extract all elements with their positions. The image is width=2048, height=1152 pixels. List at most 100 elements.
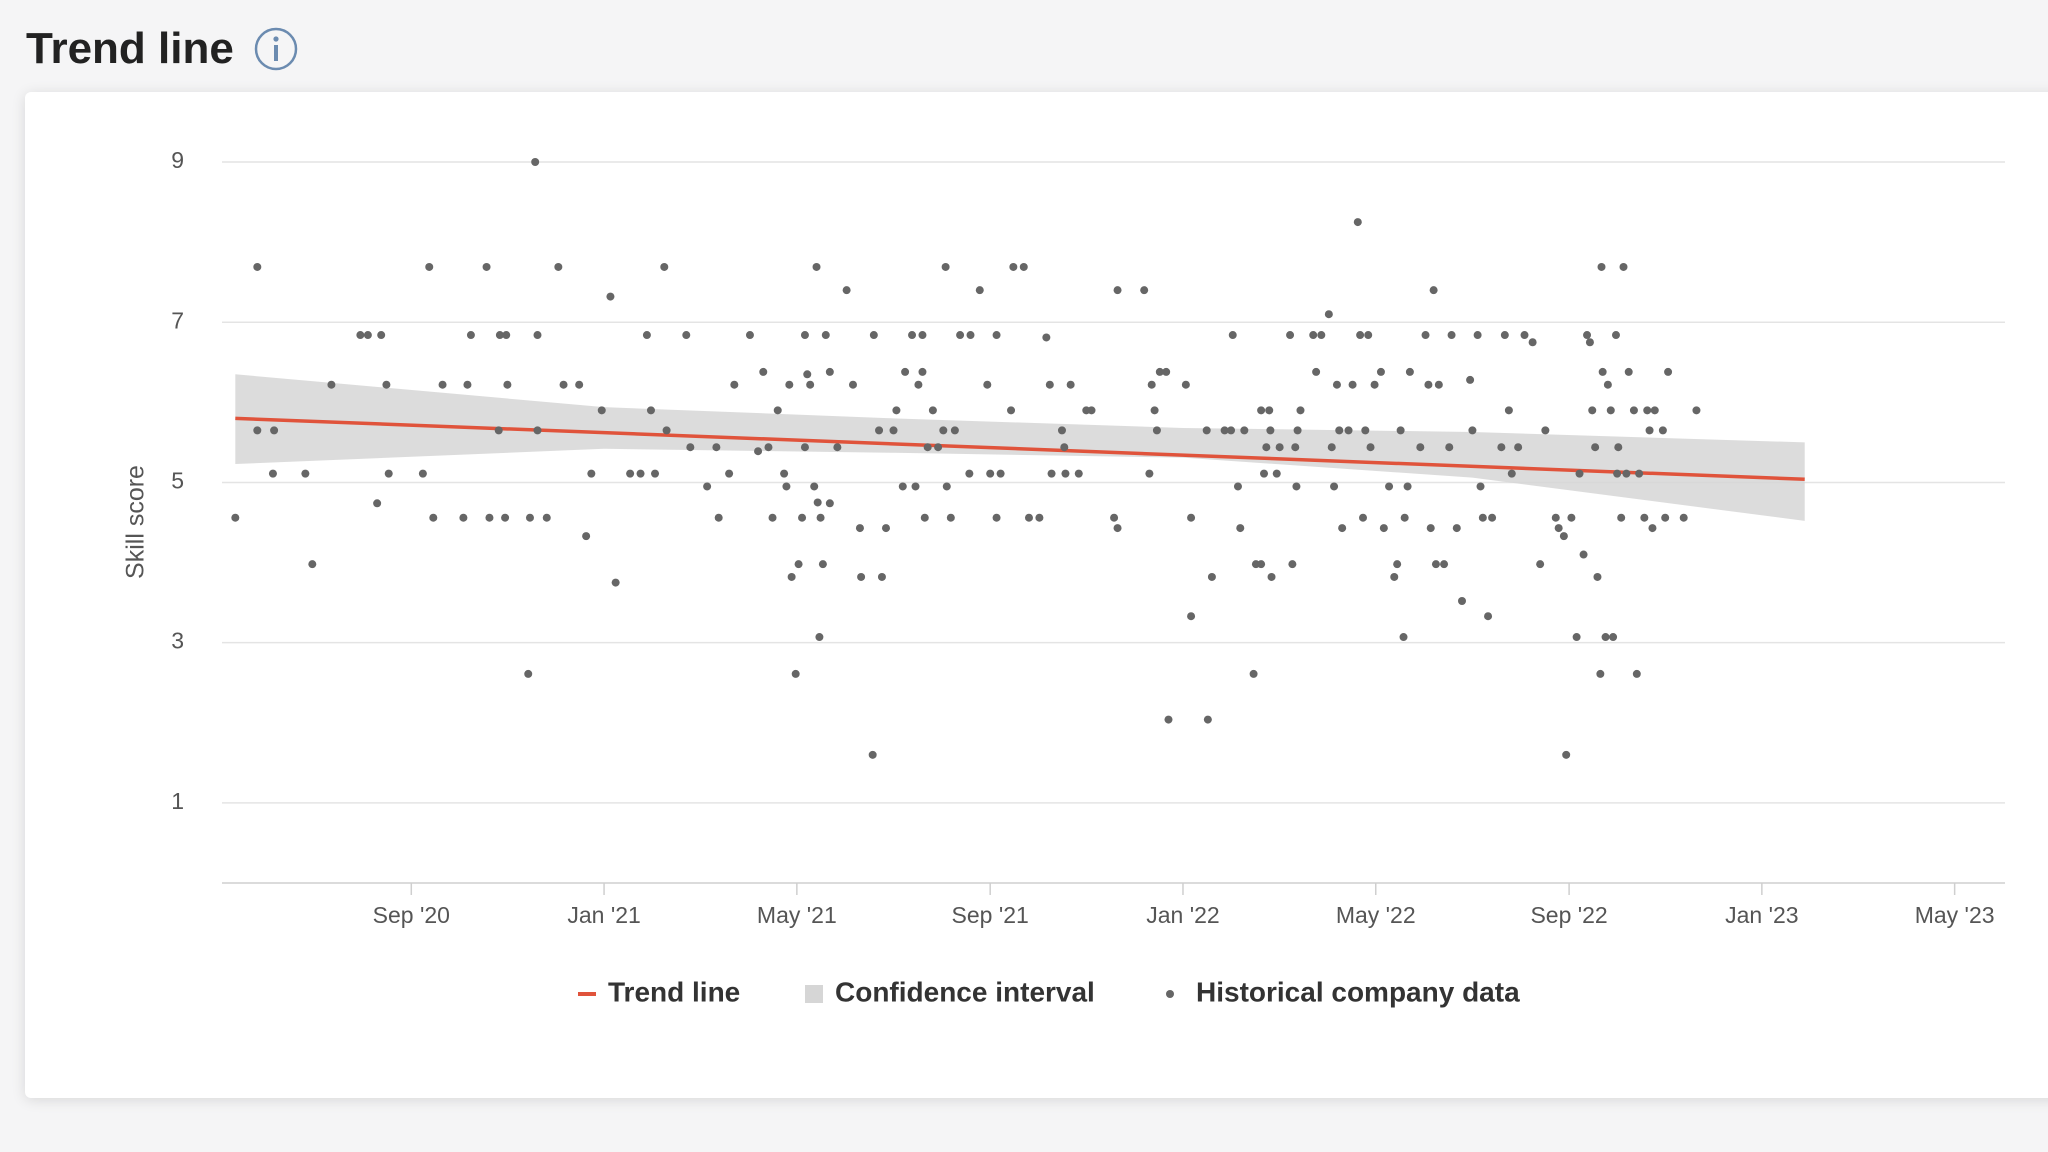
data-point [794,560,803,569]
data-point [1338,524,1347,533]
data-point [956,331,965,340]
data-point [1370,380,1379,389]
data-point [1164,715,1173,724]
data-point [1152,426,1161,435]
legend-marker [805,985,823,1003]
data-point [1640,513,1649,522]
data-point [1601,633,1610,642]
legend-label[interactable]: Trend line [608,976,740,1007]
data-point [986,469,995,478]
data-point [908,331,917,340]
data-point [1591,443,1600,452]
data-point [768,513,777,522]
data-point [848,380,857,389]
data-point [533,331,542,340]
data-point [1468,426,1477,435]
data-point [1473,331,1482,340]
data-point [1572,633,1581,642]
data-point [1403,482,1412,491]
data-point [582,532,591,541]
data-point [928,406,937,415]
x-tick-label: Sep '21 [952,902,1029,928]
data-point [941,262,950,271]
data-point [1603,380,1612,389]
data-point [780,469,789,478]
data-point [1359,513,1368,522]
data-point [1272,469,1281,478]
data-point [1593,572,1602,581]
data-point [1624,367,1633,376]
data-point [1400,513,1409,522]
data-point [942,482,951,491]
data-point [1155,367,1164,376]
data-point [782,482,791,491]
data-point [1057,426,1066,435]
data-point [301,469,310,478]
legend-marker [1166,990,1174,998]
data-point [1366,443,1375,452]
data-point [1445,443,1454,452]
legend-label[interactable]: Historical company data [1196,976,1520,1007]
x-tick-label: Sep '22 [1530,902,1607,928]
data-point [1113,286,1122,295]
data-point [587,469,596,478]
data-point [1353,218,1362,227]
data-point [1606,406,1615,415]
data-point [800,331,809,340]
data-point [554,262,563,271]
x-tick-label: Jan '23 [1725,902,1798,928]
data-point [1045,380,1054,389]
data-point [855,524,864,533]
data-point [806,380,815,389]
data-point [1330,482,1339,491]
data-point [950,426,959,435]
data-point [231,513,240,522]
data-point [821,331,830,340]
data-point [1344,426,1353,435]
data-point [682,331,691,340]
data-point [1658,426,1667,435]
data-point [1286,331,1295,340]
data-point [966,331,975,340]
data-point [1431,560,1440,569]
data-point [1332,380,1341,389]
data-point [1585,338,1594,347]
data-point [1617,513,1626,522]
title-text: Trend line [26,24,234,73]
data-point [1629,406,1638,415]
info-icon[interactable] [252,25,300,73]
data-point [714,513,723,522]
data-point [485,513,494,522]
data-point [764,443,773,452]
data-point [1162,367,1171,376]
data-point [1559,532,1568,541]
x-tick-label: May '23 [1915,902,1995,928]
data-point [1447,331,1456,340]
data-point [1361,426,1370,435]
data-point [881,524,890,533]
data-point [825,499,834,508]
data-point [1262,443,1271,452]
data-point [1140,286,1149,295]
data-point [1293,426,1302,435]
data-point [773,406,782,415]
data-point [1393,560,1402,569]
data-point [1202,426,1211,435]
y-tick-label: 1 [171,788,184,814]
data-point [946,513,955,522]
data-point [1541,426,1550,435]
data-point [495,331,504,340]
data-point [1390,572,1399,581]
data-point [1249,669,1258,678]
data-point [1327,443,1336,452]
x-tick-label: Jan '22 [1146,902,1219,928]
y-tick-label: 5 [171,468,184,494]
data-point [686,443,695,452]
data-point [725,469,734,478]
data-point [745,331,754,340]
x-tick-label: May '21 [757,902,837,928]
legend-label[interactable]: Confidence interval [835,976,1095,1007]
data-point [1228,331,1237,340]
data-point [1661,513,1670,522]
data-point [877,572,886,581]
